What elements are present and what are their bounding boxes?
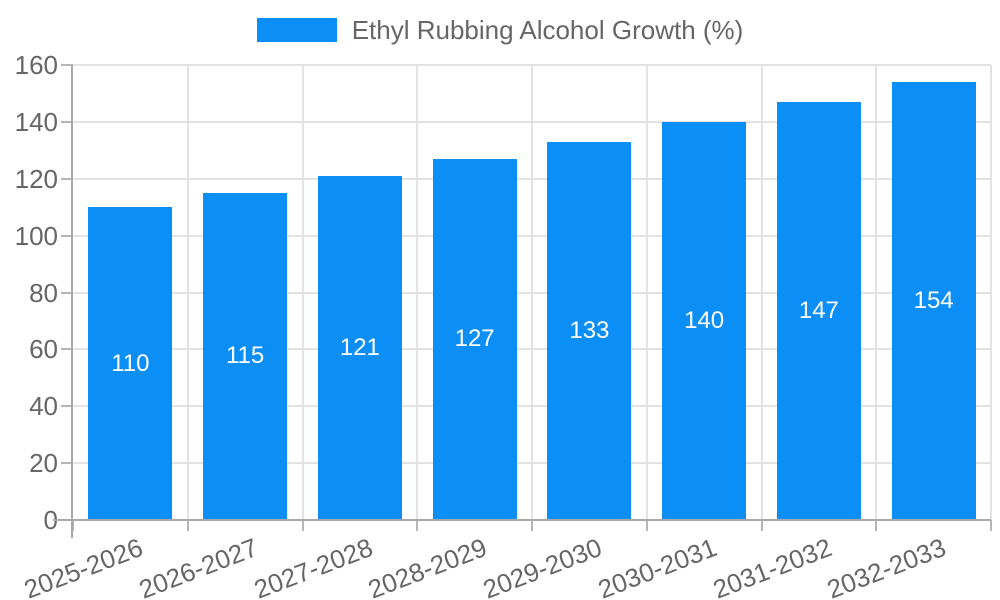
x-axis-tick-label: 2032-2033 (823, 532, 951, 600)
x-axis-tick-label: 2027-2028 (249, 532, 377, 600)
x-axis-line (53, 519, 991, 521)
x-tick (416, 520, 419, 531)
x-grid-line (990, 65, 992, 520)
x-axis-tick-label: 2031-2032 (708, 532, 836, 600)
x-grid-line (760, 65, 763, 520)
x-tick (301, 520, 304, 531)
y-tick (61, 462, 73, 465)
x-grid-line (301, 65, 304, 520)
bar-value-label: 133 (569, 316, 610, 344)
bar[interactable]: 115 (203, 192, 288, 520)
x-axis-tick-label: 2028-2029 (364, 532, 492, 600)
bar[interactable]: 110 (88, 207, 173, 520)
bar-value-label: 121 (339, 333, 380, 361)
x-grid-line (875, 65, 878, 520)
x-axis-tick-label: 2025-2026 (19, 532, 147, 600)
y-axis-tick-label: 0 (43, 505, 58, 535)
y-axis-tick-label: 20 (29, 448, 58, 479)
x-tick (186, 520, 189, 531)
y-axis-line (71, 65, 73, 538)
x-tick (990, 520, 992, 531)
y-axis-tick-label: 160 (14, 50, 58, 80)
y-tick (61, 120, 73, 123)
x-tick (645, 520, 648, 531)
y-tick (61, 405, 73, 408)
legend: Ethyl Rubbing Alcohol Growth (%) (0, 16, 1000, 44)
x-axis-tick-label: 2029-2030 (478, 532, 606, 600)
x-grid-line (186, 65, 189, 520)
y-tick (61, 234, 73, 237)
legend-item[interactable]: Ethyl Rubbing Alcohol Growth (%) (256, 15, 744, 45)
x-tick (531, 520, 533, 531)
y-axis-tick-label: 80 (29, 277, 58, 308)
y-axis-tick-label: 40 (29, 391, 58, 422)
bar[interactable]: 147 (776, 101, 861, 520)
x-axis-tick-label: 2030-2031 (593, 532, 721, 600)
y-tick (61, 177, 73, 180)
bar-value-label: 115 (225, 342, 265, 370)
y-tick (61, 291, 73, 294)
bar-value-label: 127 (454, 325, 495, 353)
bar-value-label: 154 (913, 287, 954, 315)
x-grid-line (416, 65, 419, 520)
x-grid-line (645, 65, 648, 520)
x-grid-line (531, 65, 533, 520)
x-tick (72, 520, 74, 531)
bar[interactable]: 140 (662, 121, 747, 520)
bar-value-label: 110 (111, 349, 150, 377)
y-axis-tick-label: 60 (29, 334, 58, 365)
legend-label: Ethyl Rubbing Alcohol Growth (%) (351, 15, 744, 45)
y-axis-tick-label: 120 (14, 163, 58, 194)
y-tick (61, 64, 73, 66)
y-tick (61, 348, 73, 351)
legend-swatch (256, 18, 337, 42)
x-tick (875, 520, 878, 531)
bar[interactable]: 154 (891, 82, 976, 520)
bar-value-label: 147 (798, 296, 839, 324)
bar[interactable]: 121 (317, 175, 402, 520)
bar-value-label: 140 (684, 306, 725, 334)
y-axis-tick-label: 140 (14, 106, 58, 137)
x-axis-tick-label: 2026-2027 (134, 532, 262, 600)
y-axis-tick-label: 100 (14, 220, 58, 251)
x-tick (760, 520, 763, 531)
bar[interactable]: 127 (432, 158, 517, 520)
bar[interactable]: 133 (547, 141, 632, 520)
